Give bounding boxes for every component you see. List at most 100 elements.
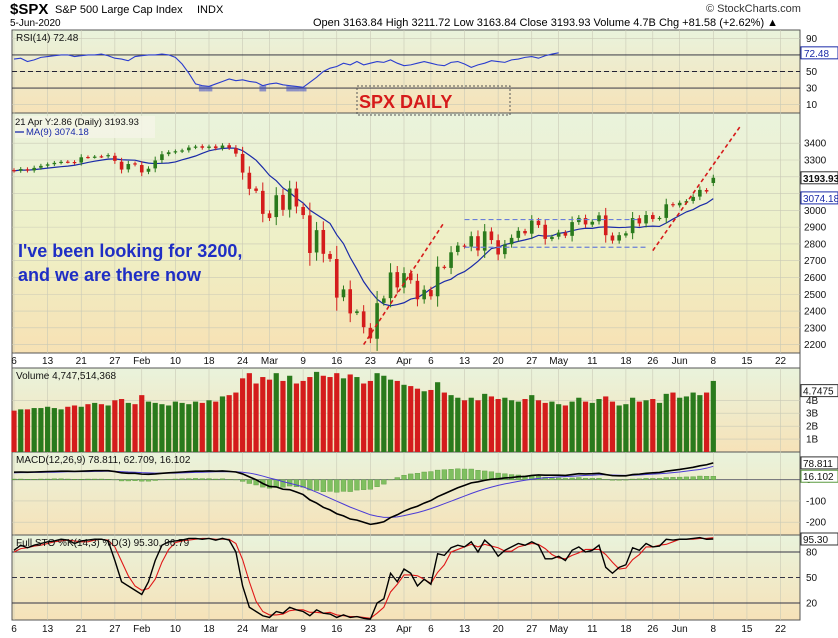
volume-bar — [166, 405, 172, 452]
price-candle-body — [375, 303, 379, 339]
macd-histogram-bar — [683, 476, 690, 480]
price-candle-body — [334, 259, 339, 298]
price-candle-body — [610, 235, 615, 241]
volume-bar — [300, 380, 306, 452]
price-candle-body — [382, 298, 386, 303]
price-tick-label: 2400 — [804, 307, 827, 318]
volume-bar — [656, 402, 663, 452]
macd-histogram-bar — [327, 479, 333, 492]
price-candle-body — [516, 230, 521, 238]
price-candle-body — [462, 245, 467, 247]
price-candle-body — [301, 206, 305, 216]
price-tick-label: 2700 — [804, 256, 827, 267]
x-tick-label: 15 — [741, 624, 753, 635]
x-tick-label: 8 — [711, 624, 717, 635]
macd-histogram-bar — [670, 477, 676, 480]
macd-hist-last-value-box — [800, 469, 838, 483]
x-tick-label: Mar — [261, 624, 279, 635]
price-candle-body — [529, 220, 534, 234]
volume-bar — [643, 400, 649, 452]
macd-histogram-bar — [428, 471, 434, 480]
macd-histogram-bar — [45, 478, 51, 480]
macd-histogram-bar — [293, 479, 300, 487]
volume-bar — [549, 401, 555, 452]
trendline-march — [362, 221, 446, 346]
volume-bar — [421, 391, 427, 452]
price-candle-body — [415, 280, 420, 300]
macd-histogram-bar — [650, 478, 656, 480]
macd-histogram-bar — [703, 476, 710, 480]
volume-bar — [508, 400, 515, 452]
volume-bar — [515, 401, 521, 452]
macd-histogram-bar — [307, 479, 313, 491]
volume-bar — [582, 401, 589, 452]
x-tick-label: 6 — [11, 624, 17, 635]
macd-histogram-bar — [374, 479, 380, 487]
stochastic-label: Full STO %K(14,3) %D(3) 95.30, 96.79 — [16, 538, 190, 549]
macd-histogram-bar — [98, 478, 105, 480]
volume-bar — [354, 377, 360, 452]
macd-histogram-bar — [616, 479, 622, 481]
macd-histogram-bar — [414, 473, 421, 480]
volume-bar — [441, 392, 447, 452]
volume-tick-label: 1B — [806, 435, 819, 446]
x-tick-label: 6 — [11, 356, 17, 367]
macd-histogram-bar — [273, 479, 279, 488]
macd-histogram-bar — [468, 468, 474, 480]
price-candle-body — [543, 224, 548, 239]
macd-histogram-bar — [320, 479, 326, 492]
price-candle-body — [12, 170, 16, 172]
macd-histogram-bar — [408, 473, 414, 480]
macd-histogram-bar — [401, 474, 407, 480]
price-candle-body — [489, 231, 494, 241]
x-tick-label: 18 — [620, 624, 632, 635]
macd-histogram-bar — [710, 476, 716, 480]
price-panel — [11, 112, 801, 354]
macd-histogram-bar — [441, 469, 447, 480]
volume-bar — [139, 395, 145, 452]
price-candle-body — [79, 157, 84, 163]
price-candle-body — [644, 215, 648, 224]
price-tick-label: 2200 — [804, 340, 827, 351]
volume-bar — [683, 396, 690, 452]
volume-bar — [260, 377, 266, 452]
stochastic-tick-label: 20 — [806, 599, 818, 610]
volume-bar — [677, 397, 683, 452]
price-candle-body — [563, 232, 568, 236]
price-candle-body — [86, 156, 90, 159]
price-candle-body — [45, 164, 50, 166]
price-last-value-box — [800, 171, 838, 185]
macd-last-value-box — [800, 456, 838, 470]
stochastic-tick-label: 50 — [806, 573, 818, 584]
macd-histogram-bar — [51, 478, 57, 480]
x-tick-label: 10 — [170, 356, 182, 367]
stochastic-last-value: 95.30 — [803, 535, 828, 546]
volume-bar — [85, 404, 91, 452]
macd-histogram-bar — [367, 479, 373, 490]
price-candle-body — [92, 156, 97, 158]
price-candle-body — [160, 154, 164, 160]
price-candle-body — [442, 266, 447, 268]
price-candle-body — [119, 161, 124, 170]
volume-bar — [199, 402, 205, 452]
stochastic-k-line — [13, 536, 714, 620]
volume-bar — [609, 401, 616, 452]
x-tick-label: 21 — [76, 356, 88, 367]
macd-histogram-bar — [192, 478, 199, 480]
volume-bar — [125, 402, 131, 452]
price-candle-body — [550, 236, 554, 240]
price-candle-body — [361, 311, 366, 328]
macd-histogram-bar — [219, 478, 226, 480]
volume-bar — [468, 397, 474, 452]
x-tick-label: 6 — [428, 624, 434, 635]
x-tick-label: 27 — [526, 624, 538, 635]
volume-bar — [455, 397, 461, 452]
macd-histogram-bar — [11, 478, 17, 480]
volume-bar — [522, 399, 528, 452]
volume-bar — [78, 406, 84, 452]
rsi-tick-label: 90 — [806, 34, 818, 45]
volume-bar — [710, 380, 716, 452]
price-candle-body — [429, 290, 433, 297]
rsi-line — [13, 52, 559, 88]
